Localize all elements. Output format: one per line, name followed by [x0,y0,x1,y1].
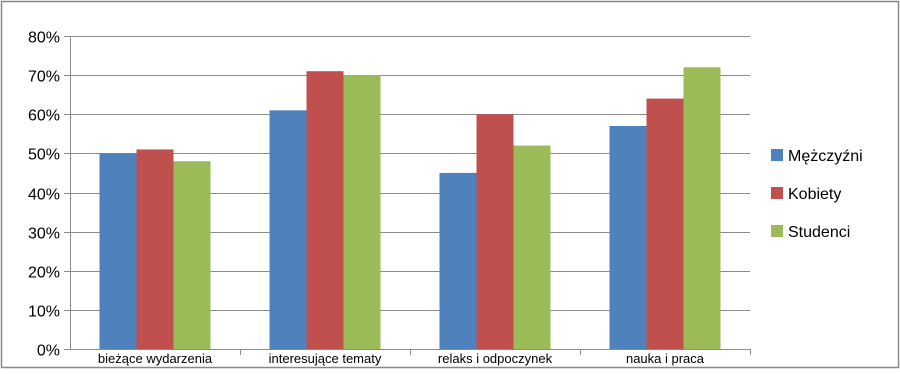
legend-label-1: Mężczyźni [788,148,863,165]
legend-swatch-2 [771,187,783,199]
x-category-label: nauka i praca [626,351,705,366]
y-tick-label: 80% [28,30,60,47]
legend: Mężczyźni Kobiety Studenci [771,148,863,241]
x-category-label: bieżące wydarzenia [98,351,213,366]
bar-3-3 [513,145,551,349]
legend-label-2: Kobiety [788,186,841,203]
bar-2-1 [136,149,174,349]
x-category-label: relaks i odpoczynek [438,351,553,366]
legend-label-3: Studenci [788,224,850,241]
x-category-label: interesujące tematy [269,351,382,366]
y-tick-label: 0% [37,343,60,360]
legend-swatch-3 [771,225,783,237]
y-tick-label: 60% [28,108,60,125]
y-tick-label: 20% [28,265,60,282]
y-tick-label: 40% [28,187,60,204]
bar-1-2 [269,110,307,350]
y-tick-label: 30% [28,226,60,243]
bar-1-4 [609,125,647,349]
axes: 0% 10% 20% 30% 40% 50% 60% 70% 80% bieżące wydarz… [28,30,751,366]
bar-1-1 [99,153,137,349]
bar-3-4 [683,67,721,350]
bar-1-3 [439,172,477,349]
bar-2-4 [646,98,684,349]
bar-2-3 [476,114,514,349]
bar-3-1 [173,161,211,349]
y-tick-label: 70% [28,69,60,86]
bar-2-2 [306,71,344,350]
bars [99,67,721,350]
bar-3-2 [343,75,381,349]
y-tick-label: 50% [28,147,60,164]
y-tick-label: 10% [28,304,60,321]
legend-swatch-1 [771,149,783,161]
